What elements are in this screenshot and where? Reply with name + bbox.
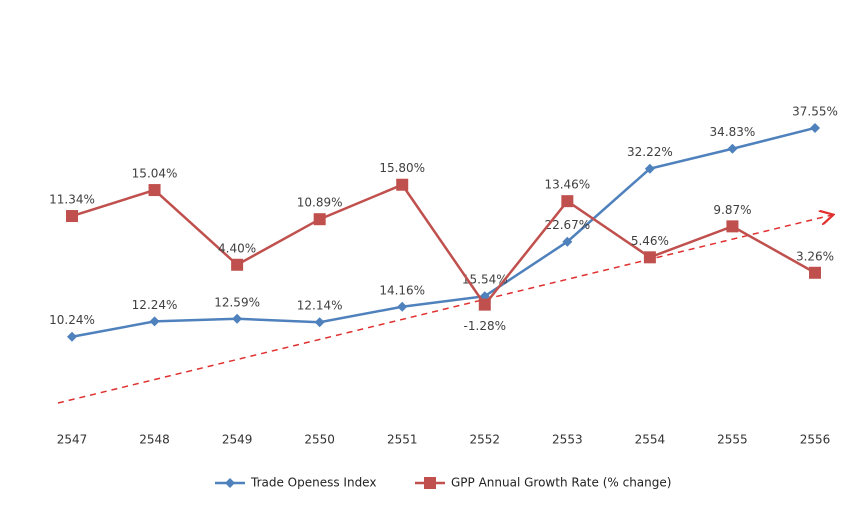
x-tick-label: 2548 [139,433,170,447]
data-label: 12.59% [214,295,260,309]
data-label: 10.89% [297,196,343,210]
data-point [810,123,820,133]
x-tick-label: 2555 [717,433,748,447]
data-point [231,259,243,271]
data-label: 13.46% [544,178,590,192]
data-label: 5.46% [631,234,669,248]
data-point [726,220,738,232]
data-point [396,179,408,191]
x-tick-label: 2549 [222,433,253,447]
x-tick-label: 2556 [800,433,831,447]
page: {"chart_data": {"type": "line", "categor… [0,0,862,506]
data-label: 11.34% [49,193,95,207]
data-label: -1.28% [464,319,506,333]
data-point [315,317,325,327]
legend-label: GPP Annual Growth Rate (% change) [451,476,671,490]
data-label: 14.16% [379,283,425,297]
data-label: 10.24% [49,313,95,327]
data-point [232,314,242,324]
x-tick-label: 2551 [387,433,418,447]
data-point [727,144,737,154]
data-point [149,184,161,196]
data-point [150,316,160,326]
data-label: 15.04% [132,167,178,181]
data-label: 37.55% [792,104,838,118]
legend-marker [225,478,235,488]
series-line [72,128,815,337]
data-point [561,195,573,207]
x-tick-label: 2553 [552,433,583,447]
data-label: 12.24% [132,298,178,312]
x-tick-label: 2554 [635,433,666,447]
data-label: 9.87% [713,203,751,217]
data-label: 32.22% [627,145,673,159]
data-label: 15.80% [379,161,425,175]
data-point [314,213,326,225]
data-point [397,302,407,312]
series-line [72,185,815,305]
chart: 2547 2548 2549 2550 2551 2552 2553 2554 2555 2556… [0,0,862,506]
data-point [809,267,821,279]
data-label: 34.83% [710,125,756,139]
data-label: 12.14% [297,299,343,313]
legend-marker [424,477,436,489]
data-point [67,332,77,342]
data-point [479,299,491,311]
legend-label: Trade Openess Index [250,476,376,490]
x-tick-label: 2550 [304,433,335,447]
x-tick-label: 2547 [57,433,88,447]
data-label: 4.40% [218,241,256,255]
data-label: 3.26% [796,249,834,263]
x-tick-label: 2552 [470,433,501,447]
data-point [644,251,656,263]
data-point [66,210,78,222]
